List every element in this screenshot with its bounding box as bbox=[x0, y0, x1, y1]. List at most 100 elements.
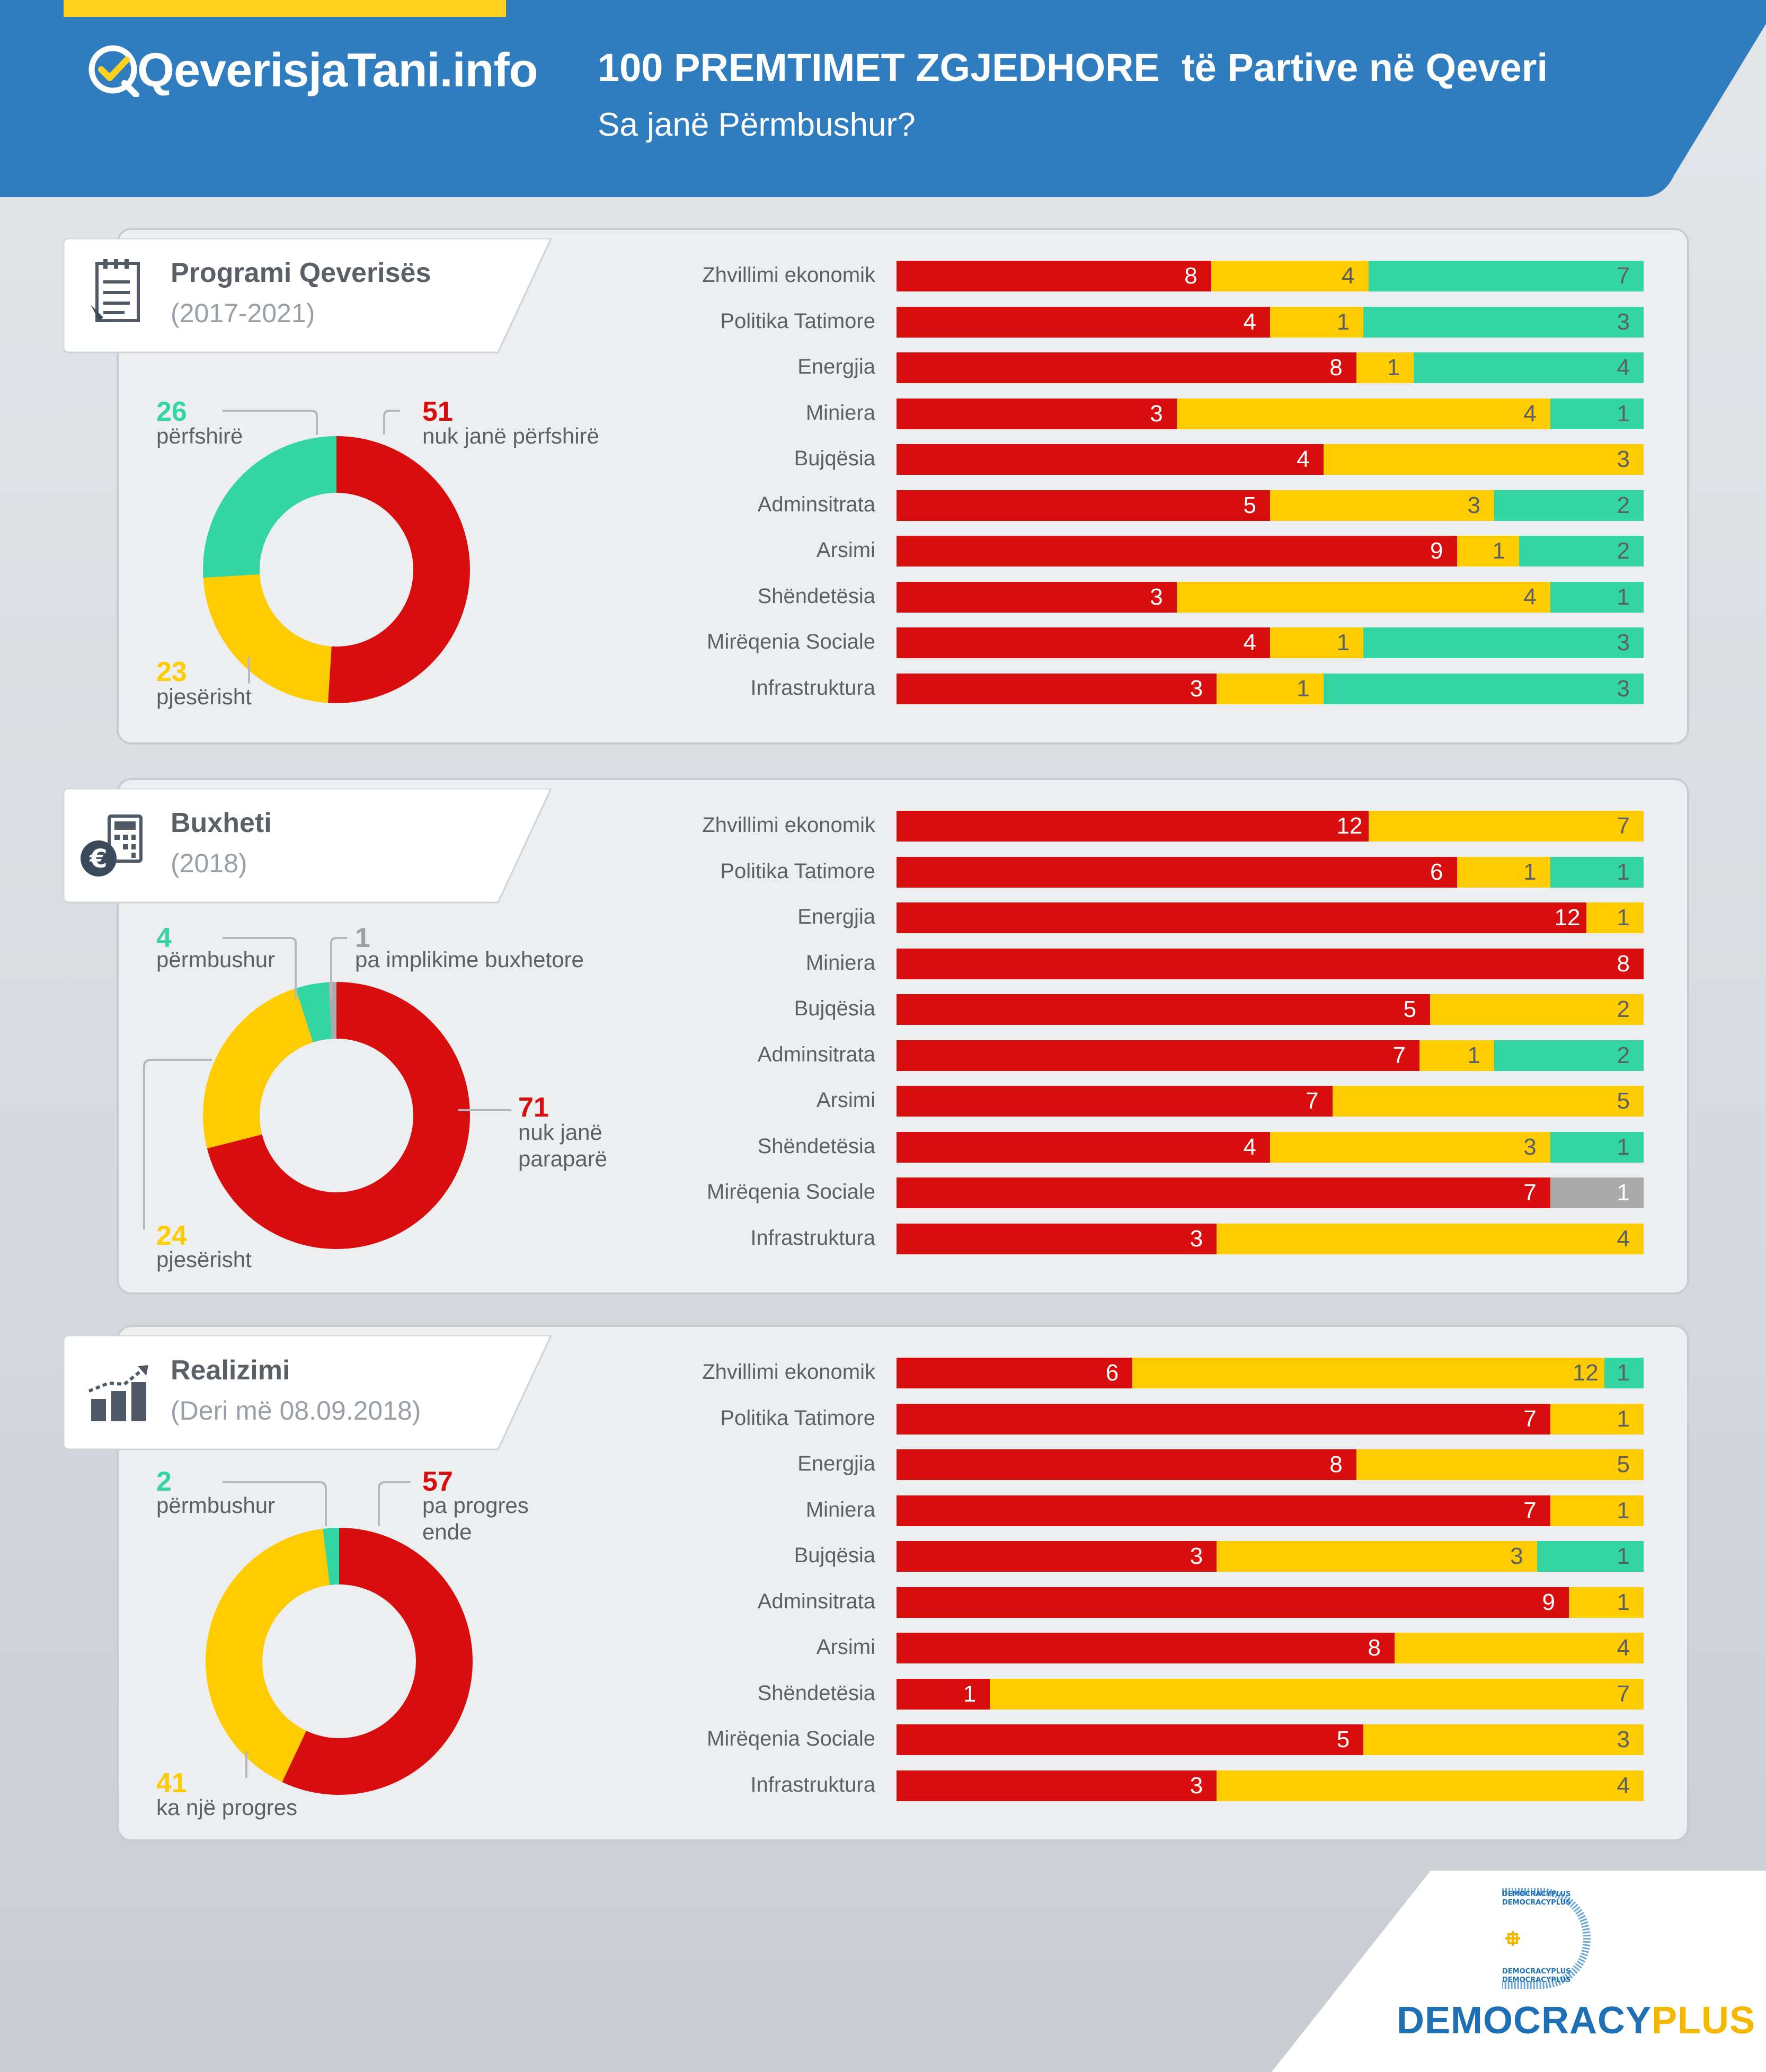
donut-label-red: pa progres ende bbox=[422, 1493, 529, 1544]
donut-value-green: 26 bbox=[156, 396, 187, 427]
bar-value-label: 7 bbox=[1617, 813, 1630, 839]
bar-value-label: 2 bbox=[1617, 996, 1630, 1022]
bar-segment-yellow bbox=[1132, 1358, 1604, 1388]
bar-segment-yellow bbox=[1356, 1449, 1644, 1480]
bar-segment-green bbox=[1550, 581, 1644, 613]
bar-category-label: Mirëqenia Sociale bbox=[707, 630, 875, 653]
bar-segment-yellow bbox=[1457, 536, 1519, 566]
bar-value-label: 4 bbox=[1617, 355, 1630, 380]
section-tab bbox=[64, 238, 552, 353]
donut-slice-green bbox=[206, 1528, 473, 1795]
bar-value-label: 5 bbox=[1336, 1726, 1350, 1752]
bar-value-label: 1 bbox=[1617, 400, 1630, 427]
bar-value-label: 1 bbox=[1617, 1405, 1630, 1432]
section-title: Realizimi bbox=[171, 1355, 290, 1386]
bar-segment-red bbox=[897, 306, 1270, 338]
bar-value-label: 3 bbox=[1617, 630, 1630, 656]
bar-segment-yellow bbox=[1363, 1724, 1644, 1755]
bar-category-label: Arsimi bbox=[816, 1635, 875, 1659]
bar-value-label: 7 bbox=[1617, 263, 1630, 289]
bar-category-label: Energjia bbox=[797, 1452, 875, 1475]
bar-value-label: 5 bbox=[1617, 1088, 1630, 1114]
bar-category-label: Adminsitrata bbox=[757, 1042, 875, 1066]
bar-segment-green bbox=[1494, 490, 1644, 521]
donut-value-red: 57 bbox=[422, 1466, 453, 1497]
bar-category-label: Infrastruktura bbox=[750, 1226, 875, 1250]
bar-segment-red bbox=[897, 1449, 1356, 1480]
bar-segment-yellow bbox=[1457, 856, 1550, 888]
bar-value-label: 3 bbox=[1617, 1726, 1630, 1752]
bar-value-label: 3 bbox=[1523, 1134, 1537, 1160]
logo-text-line: DEMOCRACYPLUS bbox=[1502, 1899, 1571, 1907]
bar-value-label: 12 bbox=[1572, 1360, 1599, 1386]
logo-text-line: DEMOCRACYPLUS bbox=[1502, 1890, 1571, 1898]
bar-segment-red bbox=[897, 1770, 1217, 1801]
bar-value-label: 12 bbox=[1554, 905, 1581, 931]
bar-segment-red bbox=[897, 627, 1270, 658]
bar-segment-gray bbox=[1550, 1177, 1644, 1208]
bar-value-label: 7 bbox=[1392, 1042, 1406, 1068]
bar-value-label: 3 bbox=[1190, 1772, 1203, 1799]
bar-value-label: 4 bbox=[1243, 308, 1256, 335]
bar-segment-red bbox=[897, 444, 1324, 475]
bar-segment-green bbox=[1537, 1541, 1644, 1572]
bar-category-label: Politika Tatimore bbox=[720, 1406, 875, 1430]
bar-value-label: 1 bbox=[1492, 538, 1505, 564]
bar-segment-yellow bbox=[1550, 1495, 1644, 1526]
bar-category-label: Adminsitrata bbox=[757, 1589, 875, 1613]
bar-segment-red bbox=[897, 581, 1177, 613]
bar-segment-red bbox=[897, 1724, 1364, 1755]
leader-lines bbox=[223, 1481, 411, 1778]
donut-label-yellow: pjesërisht bbox=[156, 1247, 252, 1272]
bar-value-label: 1 bbox=[1617, 583, 1630, 610]
bar-category-label: Energjia bbox=[797, 905, 875, 928]
bar-segment-yellow bbox=[990, 1678, 1644, 1710]
bar-value-label: 2 bbox=[1617, 492, 1630, 518]
bar-value-label: 7 bbox=[1523, 1497, 1537, 1524]
bar-value-label: 3 bbox=[1467, 492, 1480, 518]
bar-value-label: 9 bbox=[1542, 1589, 1555, 1615]
bar-segment-yellow bbox=[1270, 627, 1364, 658]
bar-category-label: Mirëqenia Sociale bbox=[707, 1727, 875, 1750]
bar-value-label: 7 bbox=[1617, 1680, 1630, 1707]
site-logo[interactable]: QeverisjaTani.info bbox=[87, 41, 538, 100]
donut-value-yellow: 41 bbox=[156, 1768, 187, 1799]
donut-value-yellow: 23 bbox=[156, 657, 187, 687]
bar-value-label: 6 bbox=[1430, 858, 1443, 885]
bar-category-label: Zhvillimi ekonomik bbox=[702, 813, 875, 837]
democracyplus-logo-icon: DEMOCRACYPLUS DEMOCRACYPLUS DEMOCRACYPLU… bbox=[1502, 1888, 1591, 1989]
bar-value-label: 1 bbox=[1523, 858, 1537, 885]
donut-label-yellow: ka një progres bbox=[156, 1795, 298, 1820]
bar-segment-yellow bbox=[1270, 490, 1494, 521]
page-title: 100 PREMTIMET ZGJEDHORE të Partive në Qe… bbox=[598, 46, 1548, 90]
section-title: Buxheti bbox=[171, 808, 272, 838]
bar-segment-green bbox=[1604, 1358, 1644, 1388]
bar-segment-green bbox=[1519, 536, 1644, 566]
bar-segment-red bbox=[897, 856, 1457, 888]
bar-value-label: 4 bbox=[1342, 263, 1355, 289]
bar-value-label: 8 bbox=[1329, 1451, 1343, 1477]
donut-chart-buxheti bbox=[203, 982, 470, 1249]
brand-name-part1: DEMOCRACY bbox=[1397, 1999, 1652, 2042]
donut-slice-yellow bbox=[206, 1528, 473, 1795]
bar-value-label: 5 bbox=[1243, 492, 1256, 518]
bar-segment-red bbox=[897, 1040, 1419, 1071]
bar-segment-red bbox=[897, 536, 1457, 566]
bar-segment-yellow bbox=[1395, 1633, 1644, 1663]
section-subtitle: (Deri më 08.09.2018) bbox=[171, 1396, 421, 1425]
svg-text:€: € bbox=[89, 844, 107, 874]
bar-segment-yellow bbox=[1332, 1086, 1644, 1117]
bar-category-label: Miniera bbox=[805, 1498, 875, 1521]
bar-segment-red bbox=[897, 261, 1211, 291]
bar-segment-yellow bbox=[1176, 581, 1550, 613]
bar-value-label: 8 bbox=[1617, 950, 1630, 977]
bar-value-label: 7 bbox=[1306, 1088, 1319, 1114]
bar-segment-yellow bbox=[1569, 1587, 1644, 1618]
bar-value-label: 1 bbox=[1387, 355, 1400, 380]
bar-segment-red bbox=[897, 1633, 1395, 1663]
bar-segment-red bbox=[897, 1587, 1569, 1618]
bar-segment-green bbox=[1550, 398, 1644, 429]
footer-corner bbox=[1272, 1871, 1766, 2072]
bar-value-label: 1 bbox=[1336, 630, 1350, 656]
bar-segment-green bbox=[1368, 261, 1644, 291]
